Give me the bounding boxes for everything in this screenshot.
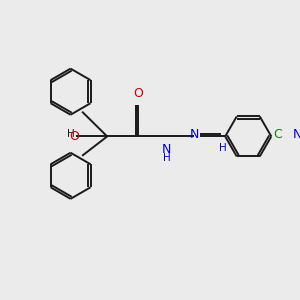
Text: H: H: [163, 153, 171, 163]
Text: N: N: [189, 128, 199, 141]
Text: H: H: [219, 143, 226, 153]
Text: C: C: [273, 128, 282, 141]
Text: O: O: [70, 130, 80, 143]
Text: O: O: [134, 87, 143, 101]
Text: H: H: [67, 129, 75, 139]
Text: N: N: [293, 128, 300, 141]
Text: N: N: [162, 143, 172, 156]
